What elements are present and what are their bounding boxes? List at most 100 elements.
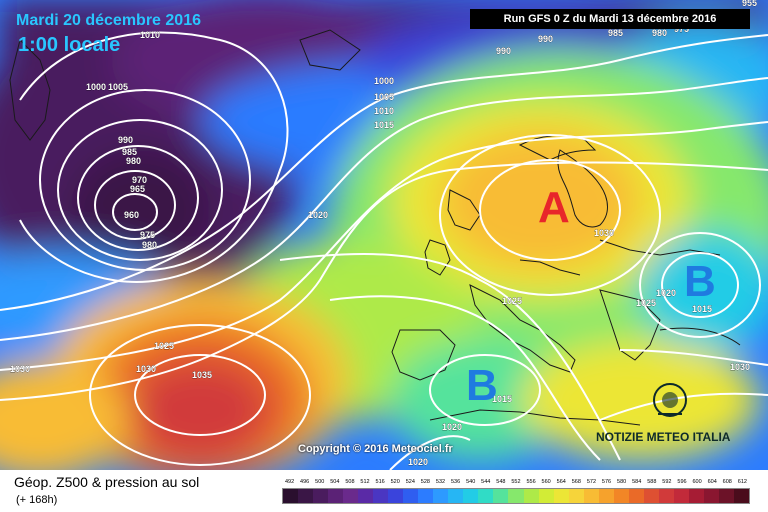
low-pressure-center: B [466,361,498,410]
isobar-label: 1020 [408,457,428,467]
color-scale-swatch [283,489,299,503]
color-scale-label: 548 [496,479,506,485]
color-scale-label: 592 [662,479,672,485]
color-scale-swatch [613,489,629,503]
color-scale-label: 528 [420,479,430,485]
color-scale-swatch [358,489,374,503]
color-scale-label: 492 [284,479,295,485]
color-scale-swatch [523,489,539,503]
isobar-label: 1000 [374,76,394,86]
color-scale-label: 516 [375,479,385,485]
color-scale-label: 524 [405,479,415,485]
color-scale-swatch [583,489,599,503]
isobar-label: 1015 [492,394,512,404]
color-scale-labels: 492 496 500 504 508 512 516 520 524 528 532 536 540 5… [282,477,750,487]
watermark-text: NOTIZIE METEO ITALIA [596,430,731,444]
color-scale-swatch [733,489,749,503]
isobars [0,31,768,470]
pressure-centers: A B B [466,183,716,410]
forecast-hour: (+ 168h) [16,494,58,506]
parameter-title: Géop. Z500 & pression au sol [14,474,200,490]
color-scale-swatch [313,489,329,503]
color-scale-label: 584 [632,479,642,485]
color-scale-label: 544 [481,479,491,485]
color-scale-swatch [388,489,404,503]
color-scale-label: 560 [541,479,551,485]
color-scale-swatch [433,489,449,503]
forecast-date: Mardi 20 décembre 2016 [16,12,201,29]
color-scale-label: 588 [647,479,657,485]
isobar-label: 980 [126,156,141,166]
color-scale-swatch [703,489,719,503]
color-scale-label: 532 [435,479,446,485]
color-scale-label: 512 [360,479,370,485]
color-scale-swatch [418,489,434,503]
isobar-label: 1030 [10,364,30,374]
color-scale-swatch [718,489,734,503]
color-scale-bar [282,488,750,504]
color-scale-swatch [403,489,419,503]
isobar-label: 1035 [192,370,212,380]
color-scale-swatch [598,489,614,503]
copyright-text: Copyright © 2016 Meteociel.fr [298,443,453,455]
color-scale-swatch [628,489,644,503]
color-scale-label: 504 [330,479,340,485]
color-scale-swatch [568,489,584,503]
isobar-label: 960 [124,210,139,220]
isobar-label: 990 [496,46,511,56]
color-scale-swatch [448,489,464,503]
color-scale-swatch [658,489,674,503]
color-scale-label: 608 [722,479,732,485]
color-scale-swatch [373,489,389,503]
forecast-time: 1:00 locale [18,34,121,56]
color-scale-label: 572 [586,479,597,485]
color-scale-swatch [538,489,554,503]
isobar-label: 1010 [374,106,394,116]
color-scale-swatch [328,489,344,503]
isobar-label: 980 [142,240,157,250]
color-scale-swatch [673,489,689,503]
color-scale-swatch [478,489,494,503]
color-scale-label: 508 [345,479,355,485]
color-scale: 492 496 500 504 508 512 516 520 524 528 532 536 540 5… [282,477,750,505]
isobar-label: 990 [118,135,133,145]
isobar-label: 1025 [154,341,174,351]
color-scale-label: 496 [300,479,310,485]
color-scale-label: 520 [390,479,400,485]
isobar-label: 1030 [594,228,614,238]
color-scale-swatch [553,489,569,503]
isobar-label: 1020 [442,422,462,432]
isobar-label: 1005 [108,82,128,92]
color-scale-label: 596 [677,479,687,485]
isobar-label: 1025 [636,298,656,308]
isobar-label: 985 [608,28,623,38]
model-run-label: Run GFS 0 Z du Mardi 13 décembre 2016 [470,9,750,29]
color-scale-swatch [508,489,524,503]
notizie-meteo-logo [653,383,687,417]
coastlines [9,29,741,426]
isobar-label: 965 [130,184,145,194]
isobar-labels: 955 1010 1000 1005 990 985 980 970 965 9… [10,0,757,467]
isobar-label: 1015 [692,304,712,314]
isobar-label: 1020 [656,288,676,298]
isobar-label: 980 [652,28,667,38]
isobar-label: 955 [742,0,757,8]
color-scale-label: 540 [466,479,476,485]
color-scale-label: 580 [617,479,627,485]
low-pressure-center: B [684,257,716,306]
color-scale-swatch [493,489,509,503]
isobar-label: 1030 [730,362,750,372]
color-scale-label: 612 [737,479,747,485]
color-scale-label: 500 [315,479,325,485]
color-scale-label: 552 [511,479,521,485]
high-pressure-center: A [538,183,570,232]
color-scale-label: 576 [601,479,612,485]
isobar-label: 1030 [136,364,156,374]
isobar-label: 970 [132,175,147,185]
isobar-label: 990 [538,34,553,44]
isobar-label: 975 [140,230,155,240]
isobar-label: 1000 [86,82,106,92]
isobar-label: 1010 [140,30,160,40]
color-scale-swatch [298,489,314,503]
